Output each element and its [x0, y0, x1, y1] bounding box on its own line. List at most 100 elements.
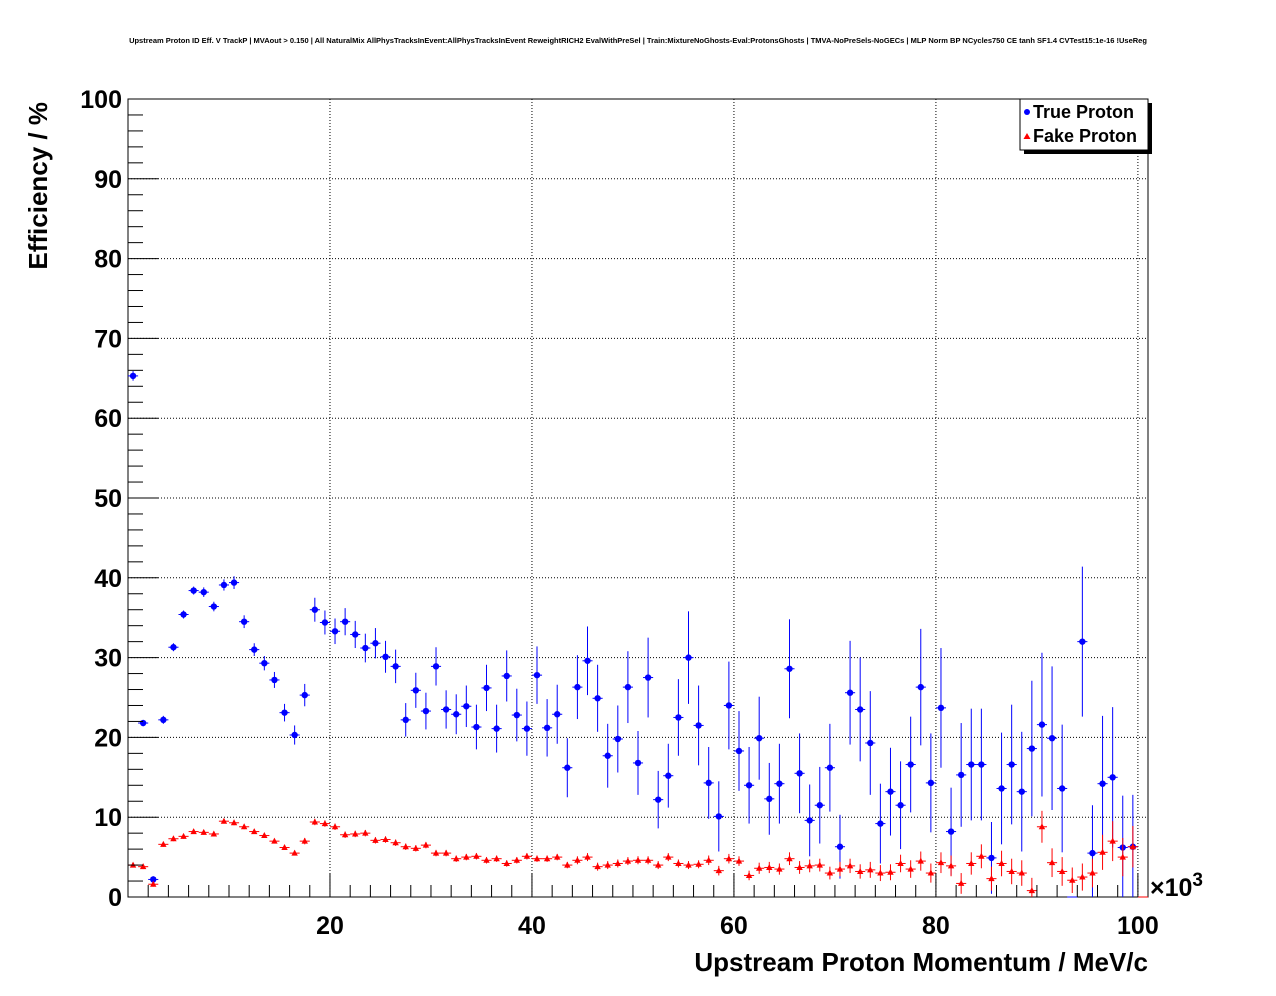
x-tick-label: 100	[1117, 912, 1159, 940]
data-point	[554, 711, 561, 718]
y-tick-label: 10	[94, 804, 122, 832]
legend-marker-true-proton	[1024, 109, 1030, 115]
data-point	[1069, 876, 1076, 883]
data-point	[695, 722, 702, 729]
data-point	[634, 759, 642, 767]
data-point	[685, 861, 692, 868]
data-point	[331, 628, 339, 635]
data-point	[251, 828, 258, 835]
data-point	[261, 659, 268, 667]
data-point	[584, 853, 591, 860]
data-point	[301, 837, 308, 844]
data-point	[412, 687, 420, 694]
y-tick-label: 70	[94, 325, 122, 353]
data-point	[978, 852, 985, 859]
y-tick-label: 0	[108, 884, 122, 912]
data-point	[230, 579, 238, 586]
data-point	[624, 857, 632, 864]
data-point	[836, 865, 844, 872]
data-point	[594, 695, 601, 702]
data-point	[321, 619, 329, 626]
x-axis-title: Upstream Proton Momentum / MeV/c	[694, 947, 1148, 977]
legend-label-fake-proton: Fake Proton	[1033, 126, 1137, 146]
data-point	[725, 702, 733, 709]
data-point	[533, 671, 541, 679]
data-point	[543, 724, 551, 732]
data-point	[1048, 859, 1056, 866]
data-point	[917, 857, 924, 864]
data-point	[867, 739, 874, 747]
data-point	[180, 611, 187, 618]
data-point	[190, 587, 197, 594]
data-point	[877, 869, 884, 876]
data-point	[483, 684, 490, 692]
data-point	[715, 813, 722, 820]
data-point	[180, 832, 187, 839]
data-point	[1058, 785, 1066, 792]
data-point	[473, 852, 480, 859]
data-point	[483, 856, 490, 863]
data-point	[907, 865, 914, 872]
data-point	[1109, 837, 1116, 844]
data-point	[352, 830, 359, 837]
data-point	[614, 735, 622, 743]
legend-marker-fake-proton	[1023, 133, 1031, 139]
data-point	[877, 820, 884, 827]
y-axis-title: Efficiency / %	[23, 102, 53, 270]
y-tick-label: 50	[94, 485, 122, 513]
data-point	[1129, 843, 1137, 850]
data-point	[968, 859, 975, 866]
data-point	[574, 683, 581, 691]
data-point	[675, 859, 682, 866]
data-point	[745, 871, 753, 878]
data-point	[442, 706, 450, 713]
data-point	[634, 856, 642, 863]
data-point	[170, 835, 177, 842]
data-point	[665, 853, 672, 860]
data-point	[251, 646, 258, 653]
data-point	[291, 849, 298, 856]
data-point	[200, 828, 207, 835]
data-point	[291, 731, 298, 739]
data-point	[776, 780, 783, 787]
data-point	[1099, 780, 1106, 787]
data-point	[705, 779, 712, 787]
data-point	[897, 802, 904, 809]
data-point	[564, 764, 571, 771]
data-point	[766, 863, 773, 870]
data-point	[917, 683, 924, 691]
data-point	[937, 704, 945, 712]
data-point	[715, 867, 722, 874]
data-point	[564, 861, 571, 868]
data-point	[513, 856, 521, 863]
data-point	[988, 875, 995, 882]
data-point	[836, 843, 844, 850]
data-point	[957, 771, 965, 779]
data-point	[1018, 788, 1025, 795]
data-point	[311, 818, 319, 825]
data-point	[240, 618, 248, 625]
data-point	[856, 867, 864, 874]
data-point	[139, 719, 147, 727]
data-point	[281, 844, 288, 851]
data-point	[685, 654, 692, 661]
data-point	[150, 880, 157, 887]
data-point	[806, 817, 813, 824]
data-point	[281, 709, 288, 716]
data-point	[392, 663, 399, 670]
series-true-proton	[128, 371, 1148, 898]
data-point	[978, 761, 985, 768]
data-point	[432, 663, 440, 670]
data-point	[554, 853, 561, 860]
data-point	[856, 706, 864, 713]
data-point	[766, 795, 773, 803]
data-point	[998, 785, 1005, 792]
data-point	[1008, 761, 1015, 768]
data-point	[968, 761, 975, 768]
data-point	[220, 581, 228, 589]
series-fake-proton	[128, 810, 1148, 898]
data-point	[321, 820, 329, 827]
data-point	[644, 674, 652, 681]
chart-title: Upstream Proton ID Eff. V TrackP | MVAou…	[129, 36, 1147, 45]
data-point	[543, 855, 551, 862]
